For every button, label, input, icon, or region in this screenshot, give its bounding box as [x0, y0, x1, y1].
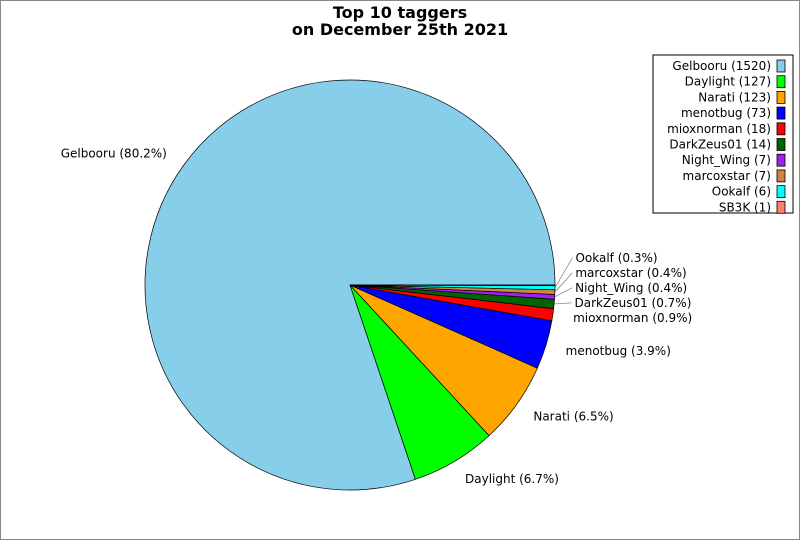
slice-label-ookalf: Ookalf (0.3%): [575, 251, 657, 265]
legend-label-gelbooru: Gelbooru (1520): [672, 59, 771, 73]
slice-label-night_wing: Night_Wing (0.4%): [575, 281, 687, 295]
slice-label-narati: Narati (6.5%): [533, 409, 613, 423]
legend: Gelbooru (1520) Daylight (127)Narati (123…: [652, 54, 794, 214]
legend-swatch-darkzeus01: [776, 138, 786, 151]
legend-label-darkzeus01: DarkZeus01 (14): [669, 138, 771, 152]
legend-label-narati: Narati (123): [698, 90, 771, 104]
label-leader-line-ookalf: [554, 257, 573, 288]
legend-swatch-marcoxstar: [776, 169, 786, 183]
legend-label-sb3k: SB3K (1): [719, 200, 771, 214]
chart-title-line1: Top 10 taggers: [333, 3, 467, 22]
legend-swatch-sb3k: [776, 200, 786, 214]
legend-label-daylight: Daylight (127): [685, 75, 771, 89]
slice-label-darkzeus01: DarkZeus01 (0.7%): [575, 296, 692, 310]
slice-label-menotbug: menotbug (3.9%): [566, 344, 671, 358]
label-leader-line-night_wing: [554, 287, 573, 298]
legend-label-menotbug: menotbug (73): [681, 106, 771, 120]
legend-swatch-daylight: [776, 75, 786, 89]
slice-label-marcoxstar: marcoxstar (0.4%): [575, 266, 686, 280]
legend-box: [652, 54, 794, 214]
legend-label-ookalf: Ookalf (6): [712, 185, 771, 199]
legend-label-mioxnorman: mioxnorman (18): [667, 122, 771, 136]
slice-label-mioxnorman: mioxnorman (0.9%): [573, 311, 692, 325]
pie-labels: Gelbooru (80.2%) Daylight (6.7%) Narati (6…: [61, 146, 692, 486]
label-leader-line-darkzeus01: [554, 302, 572, 305]
slice-label-daylight: Daylight (6.7%): [465, 472, 559, 486]
chart-title-line2: on December 25th 2021: [292, 20, 508, 39]
legend-swatch-menotbug: [776, 106, 786, 120]
legend-swatch-mioxnorman: [776, 122, 786, 136]
legend-label-marcoxstar: marcoxstar (7): [683, 169, 771, 183]
legend-swatch-night_wing: [776, 153, 786, 167]
legend-swatch-narati: [776, 91, 786, 104]
pie-slice-sb3k: [349, 284, 556, 287]
slice-label-gelbooru: Gelbooru (80.2%): [61, 146, 167, 160]
label-leader-line-marcoxstar: [554, 272, 573, 293]
legend-swatch-gelbooru: [776, 59, 786, 73]
pie-slices: [144, 79, 556, 491]
legend-swatch-ookalf: [776, 185, 786, 199]
legend-label-night_wing: Night_Wing (7): [682, 153, 771, 167]
